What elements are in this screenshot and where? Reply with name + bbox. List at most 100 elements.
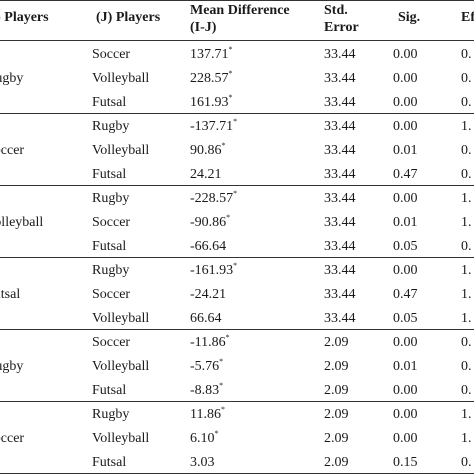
std-error-cell: 2.09 xyxy=(324,431,349,446)
sig-cell: 0.00 xyxy=(393,407,418,422)
mean-difference-cell: -11.86* xyxy=(190,333,230,351)
mean-difference-value: 24.21 xyxy=(190,167,222,182)
mean-difference-value: 137.71 xyxy=(190,47,229,62)
mean-difference-cell: -5.76* xyxy=(190,357,224,375)
significance-marker: * xyxy=(219,381,224,390)
i-player-label: Rugby xyxy=(0,359,24,374)
significance-marker: * xyxy=(228,69,233,78)
sig-cell: 0.47 xyxy=(393,167,418,182)
std-error-cell: 33.44 xyxy=(324,287,356,302)
sig-cell: 0.01 xyxy=(393,143,418,158)
mean-difference-cell: -161.93* xyxy=(190,262,237,279)
effect-cell: 0. xyxy=(461,167,472,182)
effect-cell: 0. xyxy=(461,239,472,254)
effect-cell: 1. xyxy=(461,287,472,302)
header-sig: Sig. xyxy=(398,10,421,25)
mean-difference-cell: 161.93* xyxy=(190,93,233,111)
group-rule xyxy=(0,185,474,186)
significance-marker: * xyxy=(226,213,231,222)
std-error-cell: 2.09 xyxy=(324,407,349,422)
header-j-players: (J) Players xyxy=(96,10,161,25)
std-error-cell: 33.44 xyxy=(324,263,356,278)
mean-difference-value: -66.64 xyxy=(190,239,227,254)
sig-cell: 0.00 xyxy=(393,263,418,278)
mean-difference-value: 6.10 xyxy=(190,431,215,446)
i-player-label: Soccer xyxy=(0,431,25,446)
mean-difference-cell: -90.86* xyxy=(190,213,231,231)
mean-difference-value: 161.93 xyxy=(190,95,229,110)
std-error-cell: 33.44 xyxy=(324,239,356,254)
i-player-label: Volleyball xyxy=(0,215,44,230)
sig-cell: 0.05 xyxy=(393,239,418,254)
j-player-cell: Futsal xyxy=(92,239,127,254)
effect-cell: 0. xyxy=(461,95,472,110)
effect-cell: 0. xyxy=(461,335,472,350)
effect-cell: 1. xyxy=(461,119,472,134)
mean-difference-cell: -24.21 xyxy=(190,287,226,303)
sig-cell: 0.00 xyxy=(393,191,418,206)
std-error-cell: 2.09 xyxy=(324,455,349,470)
header-effect: Ef xyxy=(461,10,474,25)
mean-difference-value: -137.71 xyxy=(190,119,234,134)
header-std-error-sub: Error xyxy=(324,20,359,35)
mean-difference-value: 3.03 xyxy=(190,455,215,470)
j-player-cell: Soccer xyxy=(92,287,131,302)
j-player-cell: Volleyball xyxy=(92,71,150,86)
std-error-cell: 33.44 xyxy=(324,143,356,158)
sig-cell: 0.00 xyxy=(393,95,418,110)
significance-marker: * xyxy=(221,141,226,150)
mean-difference-cell: 137.71* xyxy=(190,46,233,63)
significance-marker: * xyxy=(228,93,233,102)
group-rule xyxy=(0,329,474,330)
j-player-cell: Futsal xyxy=(92,383,127,398)
sig-cell: 0.47 xyxy=(393,287,418,302)
mean-difference-cell: 24.21 xyxy=(190,167,222,183)
effect-cell: 1. xyxy=(461,215,472,230)
std-error-cell: 2.09 xyxy=(324,383,349,398)
mean-difference-value: 90.86 xyxy=(190,143,222,158)
effect-cell: 0. xyxy=(461,455,472,470)
j-player-cell: Rugby xyxy=(92,263,130,278)
sig-cell: 0.00 xyxy=(393,119,418,134)
group-rule xyxy=(0,113,474,114)
j-player-cell: Volleyball xyxy=(92,311,150,326)
top-rule xyxy=(0,0,474,1)
sig-cell: 0.15 xyxy=(393,455,418,470)
sig-cell: 0.00 xyxy=(393,71,418,86)
j-player-cell: Soccer xyxy=(92,215,131,230)
std-error-cell: 33.44 xyxy=(324,191,356,206)
j-player-cell: Volleyball xyxy=(92,431,150,446)
effect-cell: 1. xyxy=(461,263,472,278)
effect-cell: 0. xyxy=(461,383,472,398)
mean-difference-cell: -137.71* xyxy=(190,117,238,135)
mean-difference-value: -90.86 xyxy=(190,215,227,230)
mean-difference-value: 66.64 xyxy=(190,311,222,326)
mean-difference-cell: 228.57* xyxy=(190,69,233,87)
std-error-cell: 33.44 xyxy=(324,311,356,326)
mean-difference-value: -24.21 xyxy=(190,287,227,302)
header-rule xyxy=(0,40,474,41)
sig-cell: 0.01 xyxy=(393,215,418,230)
sig-cell: 0.00 xyxy=(393,431,418,446)
header-i-players: (I) Players xyxy=(0,10,49,25)
sig-cell: 0.05 xyxy=(393,311,418,326)
mean-difference-cell: -66.64 xyxy=(190,239,226,255)
j-player-cell: Futsal xyxy=(92,95,127,110)
i-player-label: Rugby xyxy=(0,71,24,86)
group-rule xyxy=(0,257,474,258)
mean-difference-value: -228.57 xyxy=(190,191,234,206)
mean-difference-cell: -228.57* xyxy=(190,189,238,207)
significance-marker: * xyxy=(233,189,238,198)
significance-marker: * xyxy=(233,117,238,126)
effect-cell: 1. xyxy=(461,407,472,422)
std-error-cell: 33.44 xyxy=(324,215,356,230)
mean-difference-value: -161.93 xyxy=(190,263,234,278)
significance-marker: * xyxy=(219,357,224,366)
significance-marker: * xyxy=(225,333,230,342)
header-mean-difference: Mean Difference xyxy=(190,3,290,18)
mean-difference-cell: 66.64 xyxy=(190,311,222,327)
effect-cell: 0. xyxy=(461,359,472,374)
significance-marker: * xyxy=(214,429,219,438)
sig-cell: 0.00 xyxy=(393,335,418,350)
significance-marker: * xyxy=(220,405,225,414)
